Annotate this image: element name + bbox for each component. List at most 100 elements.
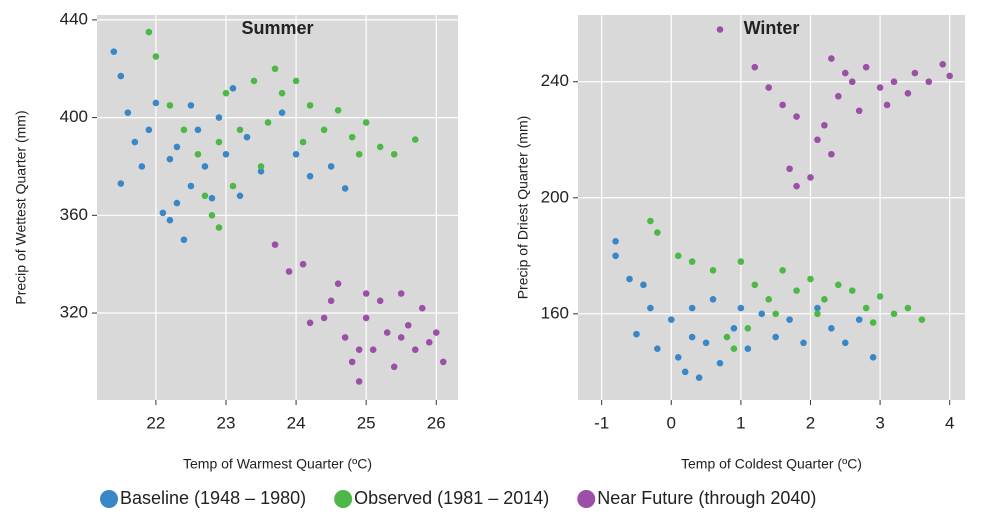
scatter-point bbox=[215, 138, 223, 146]
scatter-point bbox=[348, 358, 356, 366]
scatter-point bbox=[737, 258, 745, 265]
scatter-point bbox=[411, 346, 419, 353]
scatter-point bbox=[667, 316, 675, 323]
scatter-point bbox=[800, 339, 807, 347]
y-tick-label: 320 bbox=[60, 303, 88, 322]
scatter-point bbox=[138, 163, 146, 170]
scatter-point bbox=[612, 237, 619, 245]
scatter-point bbox=[862, 63, 870, 71]
scatter-point bbox=[709, 267, 717, 274]
y-axis-label: Precip of Wettest Quarter (mm) bbox=[13, 110, 29, 304]
scatter-point bbox=[222, 89, 230, 97]
x-tick-label: 0 bbox=[667, 413, 676, 432]
scatter-point bbox=[292, 150, 300, 158]
scatter-point bbox=[946, 72, 953, 80]
scatter-point bbox=[744, 325, 752, 332]
legend-label: Baseline (1948 – 1980) bbox=[120, 488, 306, 508]
scatter-point bbox=[821, 296, 828, 303]
scatter-point bbox=[201, 163, 209, 170]
x-tick-label: 22 bbox=[146, 413, 165, 432]
scatter-point bbox=[814, 136, 821, 144]
scatter-point bbox=[918, 316, 926, 323]
scatter-point bbox=[257, 168, 265, 175]
scatter-point bbox=[793, 182, 800, 190]
scatter-point bbox=[674, 354, 682, 361]
scatter-point bbox=[786, 316, 793, 323]
scatter-point bbox=[166, 155, 174, 163]
scatter-point bbox=[236, 192, 244, 200]
panel-title: Summer bbox=[241, 18, 313, 38]
scatter-point bbox=[855, 107, 863, 115]
scatter-point bbox=[208, 212, 216, 219]
y-tick-label: 360 bbox=[60, 205, 88, 224]
scatter-point bbox=[688, 304, 696, 312]
scatter-point bbox=[793, 287, 800, 294]
scatter-point bbox=[327, 163, 335, 170]
scatter-point bbox=[306, 172, 314, 180]
y-tick-label: 400 bbox=[60, 107, 88, 126]
y-tick-label: 240 bbox=[541, 71, 569, 90]
scatter-point bbox=[841, 69, 849, 77]
scatter-point bbox=[647, 217, 654, 225]
x-tick-label: 24 bbox=[287, 413, 306, 432]
scatter-point bbox=[278, 109, 286, 117]
scatter-point bbox=[758, 310, 766, 318]
scatter-point bbox=[320, 126, 328, 134]
scatter-point bbox=[716, 359, 724, 367]
scatter-point bbox=[702, 339, 710, 347]
scatter-point bbox=[876, 84, 884, 91]
scatter-point bbox=[855, 316, 863, 323]
scatter-point bbox=[772, 333, 779, 341]
scatter-point bbox=[117, 180, 125, 187]
scatter-point bbox=[271, 241, 279, 248]
x-tick-label: -1 bbox=[594, 413, 609, 432]
scatter-point bbox=[327, 297, 335, 305]
scatter-point bbox=[180, 126, 188, 134]
scatter-point bbox=[737, 304, 745, 312]
scatter-point bbox=[633, 330, 640, 338]
y-tick-label: 160 bbox=[541, 303, 569, 322]
scatter-point bbox=[939, 61, 947, 68]
x-tick-label: 2 bbox=[806, 413, 815, 432]
scatter-point bbox=[828, 55, 835, 62]
scatter-point bbox=[883, 101, 891, 109]
scatter-point bbox=[341, 185, 349, 192]
scatter-point bbox=[890, 310, 898, 318]
scatter-point bbox=[166, 102, 174, 109]
scatter-point bbox=[264, 119, 272, 126]
scatter-point bbox=[397, 290, 405, 297]
scatter-point bbox=[187, 102, 195, 109]
scatter-point bbox=[730, 345, 738, 352]
x-tick-label: 4 bbox=[945, 413, 954, 432]
scatter-point bbox=[257, 163, 265, 170]
scatter-point bbox=[681, 368, 689, 376]
scatter-point bbox=[159, 209, 167, 217]
scatter-point bbox=[110, 48, 118, 55]
scatter-point bbox=[124, 109, 132, 117]
scatter-point bbox=[306, 102, 314, 109]
scatter-point bbox=[341, 334, 349, 341]
scatter-point bbox=[654, 229, 661, 236]
legend-marker bbox=[100, 490, 118, 508]
scatter-point bbox=[793, 113, 800, 120]
scatter-point bbox=[390, 150, 398, 158]
scatter-point bbox=[869, 319, 877, 326]
scatter-point bbox=[243, 133, 251, 141]
scatter-point bbox=[674, 252, 682, 260]
scatter-point bbox=[744, 345, 752, 352]
scatter-point bbox=[911, 69, 919, 77]
scatter-point bbox=[425, 339, 433, 346]
scatter-point bbox=[862, 304, 870, 312]
scatter-point bbox=[229, 84, 237, 92]
scatter-point bbox=[201, 192, 209, 200]
scatter-point bbox=[904, 90, 912, 97]
scatter-point bbox=[180, 236, 188, 244]
scatter-point bbox=[716, 26, 724, 33]
legend-label: Near Future (through 2040) bbox=[597, 488, 816, 508]
scatter-point bbox=[362, 290, 370, 297]
scatter-point bbox=[355, 150, 363, 158]
scatter-point bbox=[131, 138, 139, 146]
scatter-point bbox=[306, 319, 314, 327]
scatter-point bbox=[848, 287, 856, 294]
